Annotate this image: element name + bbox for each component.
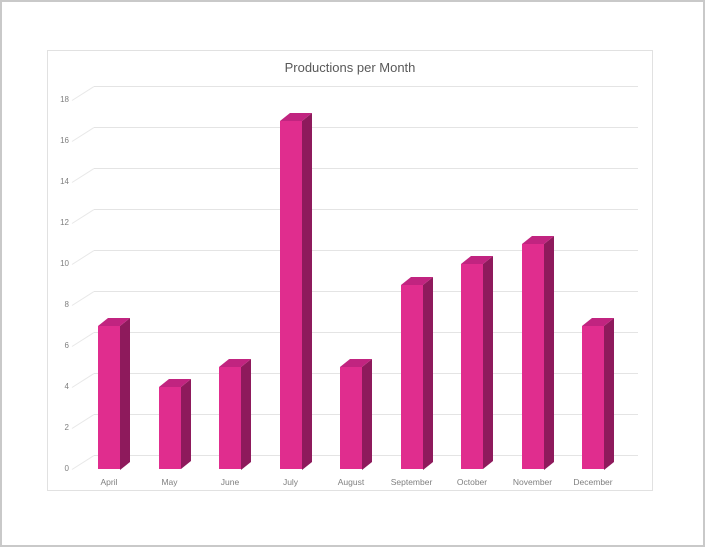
bar-december[interactable]	[582, 317, 614, 469]
bar-side-face	[483, 255, 493, 469]
bar-front-face	[582, 325, 604, 469]
x-axis-label: May	[161, 477, 178, 487]
gridline-depth-diagonal	[71, 85, 95, 101]
bar-front-face	[279, 120, 302, 469]
bar-side-face	[362, 358, 372, 469]
y-tick-label: 16	[60, 136, 69, 145]
y-tick-label: 6	[64, 341, 69, 350]
bar-front-face	[521, 243, 544, 469]
bar-side-face	[543, 235, 554, 469]
x-axis-label: November	[512, 477, 553, 487]
bar-side-face	[241, 358, 251, 469]
x-axis-label: October	[456, 477, 488, 487]
gridline	[94, 168, 638, 169]
gridline	[94, 86, 638, 87]
bar-front-face	[400, 284, 423, 469]
bar-may[interactable]	[158, 378, 191, 469]
bar-april[interactable]	[98, 317, 130, 469]
bar-july[interactable]	[279, 112, 312, 470]
gridline	[94, 250, 638, 251]
y-tick-label: 14	[60, 177, 69, 186]
bar-november[interactable]	[521, 235, 554, 469]
chart-panel: Productions per Month 0 2 4 6 8 10 12 14 16 18 Apr…	[47, 50, 653, 491]
chart-title: Productions per Month	[284, 60, 416, 75]
bar-august[interactable]	[340, 358, 372, 469]
y-tick-label: 18	[60, 95, 69, 104]
x-axis-label: July	[282, 477, 299, 487]
plot-area: 0 2 4 6 8 10 12 14 16 18 April May June July August Sep…	[48, 51, 652, 490]
bar-side-face	[301, 112, 312, 470]
bar-front-face	[219, 366, 241, 469]
gridline-depth-diagonal	[71, 249, 95, 265]
x-axis-label: August	[337, 477, 365, 487]
gridline	[94, 291, 638, 292]
bar-october[interactable]	[461, 255, 493, 469]
x-axis-label: April	[100, 477, 118, 487]
bar-side-face	[180, 378, 191, 469]
gridline-depth-diagonal	[71, 167, 95, 183]
bar-front-face	[98, 325, 120, 469]
y-tick-label: 10	[60, 259, 69, 268]
gridline-depth-diagonal	[71, 126, 95, 142]
y-tick-label: 0	[64, 464, 69, 473]
bar-front-face	[340, 366, 362, 469]
gridline-depth-diagonal	[71, 372, 95, 388]
bar-side-face	[422, 276, 433, 469]
gridline	[94, 332, 638, 333]
bar-side-face	[120, 317, 130, 469]
gridline-depth-diagonal	[71, 290, 95, 306]
bar-side-face	[604, 317, 614, 469]
x-axis-label: December	[573, 477, 613, 487]
y-tick-label: 12	[60, 218, 69, 227]
bar-front-face	[461, 264, 483, 469]
y-tick-label: 2	[64, 423, 69, 432]
x-axis-label: June	[220, 477, 240, 487]
bar-front-face	[158, 387, 181, 469]
gridline-depth-diagonal	[71, 413, 95, 429]
x-axis-label: September	[390, 477, 433, 487]
gridline-depth-diagonal	[71, 454, 95, 470]
bar-september[interactable]	[400, 276, 433, 469]
bar-june[interactable]	[219, 358, 251, 469]
y-tick-label: 8	[64, 300, 69, 309]
gridline	[94, 209, 638, 210]
gridline-depth-diagonal	[71, 208, 95, 224]
y-tick-label: 4	[64, 382, 69, 391]
gridline-depth-diagonal	[71, 331, 95, 347]
gridline	[94, 127, 638, 128]
